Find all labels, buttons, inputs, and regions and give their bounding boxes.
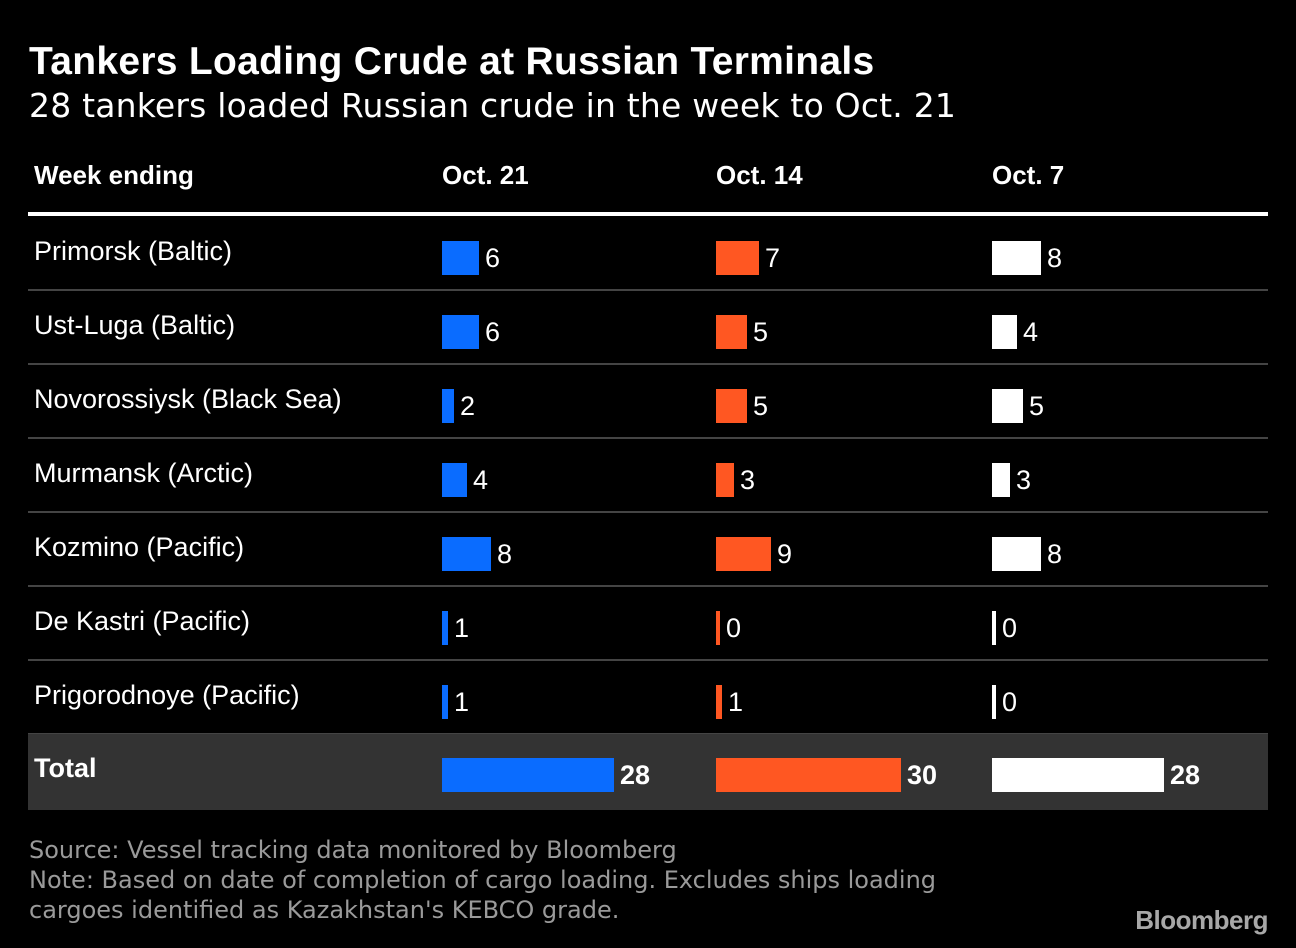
- bar-oct-21: [442, 685, 448, 719]
- value-label-oct-14: 0: [726, 613, 742, 643]
- chart-subtitle: 28 tankers loaded Russian crude in the w…: [29, 86, 957, 125]
- table-row: Novorossiysk (Black Sea) 2 5 5: [28, 365, 1268, 439]
- bloomberg-logo: Bloomberg: [1135, 905, 1268, 935]
- table-row: Kozmino (Pacific) 8 9 8: [28, 513, 1268, 587]
- value-label-oct-7: 8: [1047, 539, 1063, 569]
- table-row: Ust-Luga (Baltic) 6 5 4: [28, 291, 1268, 365]
- total-label: Total: [34, 753, 97, 783]
- terminal-label: Kozmino (Pacific): [34, 532, 245, 562]
- source-note: Source: Vessel tracking data monitored b…: [29, 836, 677, 864]
- bar-oct-21: [442, 537, 491, 571]
- bar-oct-21: [442, 315, 479, 349]
- value-label-oct-21: 28: [620, 760, 651, 790]
- bar-oct-7: [992, 758, 1164, 792]
- bar-oct-14: [716, 611, 720, 645]
- total-row: Total 28 30 28: [28, 734, 1268, 810]
- header-rule: [28, 212, 1268, 216]
- value-label-oct-21: 6: [485, 317, 501, 347]
- table-row: Murmansk (Arctic) 4 3 3: [28, 439, 1268, 513]
- bar-oct-14: [716, 315, 747, 349]
- value-label-oct-7: 5: [1029, 391, 1045, 421]
- terminal-label: Murmansk (Arctic): [34, 458, 254, 488]
- bar-oct-7: [992, 463, 1010, 497]
- note-line-2: cargoes identified as Kazakhstan's KEBCO…: [29, 896, 620, 924]
- value-label-oct-7: 4: [1023, 317, 1039, 347]
- value-label-oct-7: 0: [1002, 613, 1018, 643]
- bar-oct-7: [992, 537, 1041, 571]
- terminal-label: Primorsk (Baltic): [34, 236, 233, 266]
- bar-oct-7: [992, 685, 996, 719]
- table-row: Primorsk (Baltic) 6 7 8: [28, 217, 1268, 291]
- value-label-oct-14: 30: [907, 760, 938, 790]
- column-header-oct-7: Oct. 7: [992, 160, 1065, 190]
- row-header: Week ending: [34, 160, 194, 190]
- value-label-oct-14: 5: [753, 317, 769, 347]
- value-label-oct-14: 3: [740, 465, 756, 495]
- column-header-oct-21: Oct. 21: [442, 160, 529, 190]
- terminal-label: De Kastri (Pacific): [34, 606, 251, 636]
- bar-oct-14: [716, 241, 759, 275]
- terminal-label: Ust-Luga (Baltic): [34, 310, 236, 340]
- bar-oct-14: [716, 685, 722, 719]
- terminal-label: Novorossiysk (Black Sea): [34, 384, 342, 414]
- column-header-oct-14: Oct. 14: [716, 160, 803, 190]
- bar-oct-7: [992, 389, 1023, 423]
- bar-oct-14: [716, 758, 901, 792]
- table-row: De Kastri (Pacific) 1 0 0: [28, 587, 1268, 661]
- chart-title: Tankers Loading Crude at Russian Termina…: [29, 40, 875, 83]
- value-label-oct-21: 1: [454, 613, 470, 643]
- value-label-oct-21: 2: [460, 391, 476, 421]
- table-row: Prigorodnoye (Pacific) 1 1 0: [28, 661, 1268, 735]
- value-label-oct-21: 4: [473, 465, 489, 495]
- value-label-oct-7: 0: [1002, 687, 1018, 717]
- bar-oct-7: [992, 611, 996, 645]
- note-line-1: Note: Based on date of completion of car…: [29, 866, 937, 894]
- bar-oct-14: [716, 463, 734, 497]
- value-label-oct-7: 28: [1170, 760, 1201, 790]
- bar-oct-7: [992, 241, 1041, 275]
- bar-oct-21: [442, 389, 454, 423]
- bar-oct-7: [992, 315, 1017, 349]
- bar-oct-14: [716, 537, 771, 571]
- value-label-oct-14: 7: [765, 243, 781, 273]
- value-label-oct-7: 8: [1047, 243, 1063, 273]
- value-label-oct-14: 5: [753, 391, 769, 421]
- value-label-oct-21: 1: [454, 687, 470, 717]
- value-label-oct-14: 1: [728, 687, 744, 717]
- bar-oct-21: [442, 611, 448, 645]
- value-label-oct-7: 3: [1016, 465, 1032, 495]
- value-label-oct-21: 6: [485, 243, 501, 273]
- value-label-oct-21: 8: [497, 539, 513, 569]
- bar-oct-21: [442, 241, 479, 275]
- terminal-label: Prigorodnoye (Pacific): [34, 680, 300, 710]
- bar-oct-21: [442, 758, 614, 792]
- value-label-oct-14: 9: [777, 539, 793, 569]
- bar-oct-21: [442, 463, 467, 497]
- bar-oct-14: [716, 389, 747, 423]
